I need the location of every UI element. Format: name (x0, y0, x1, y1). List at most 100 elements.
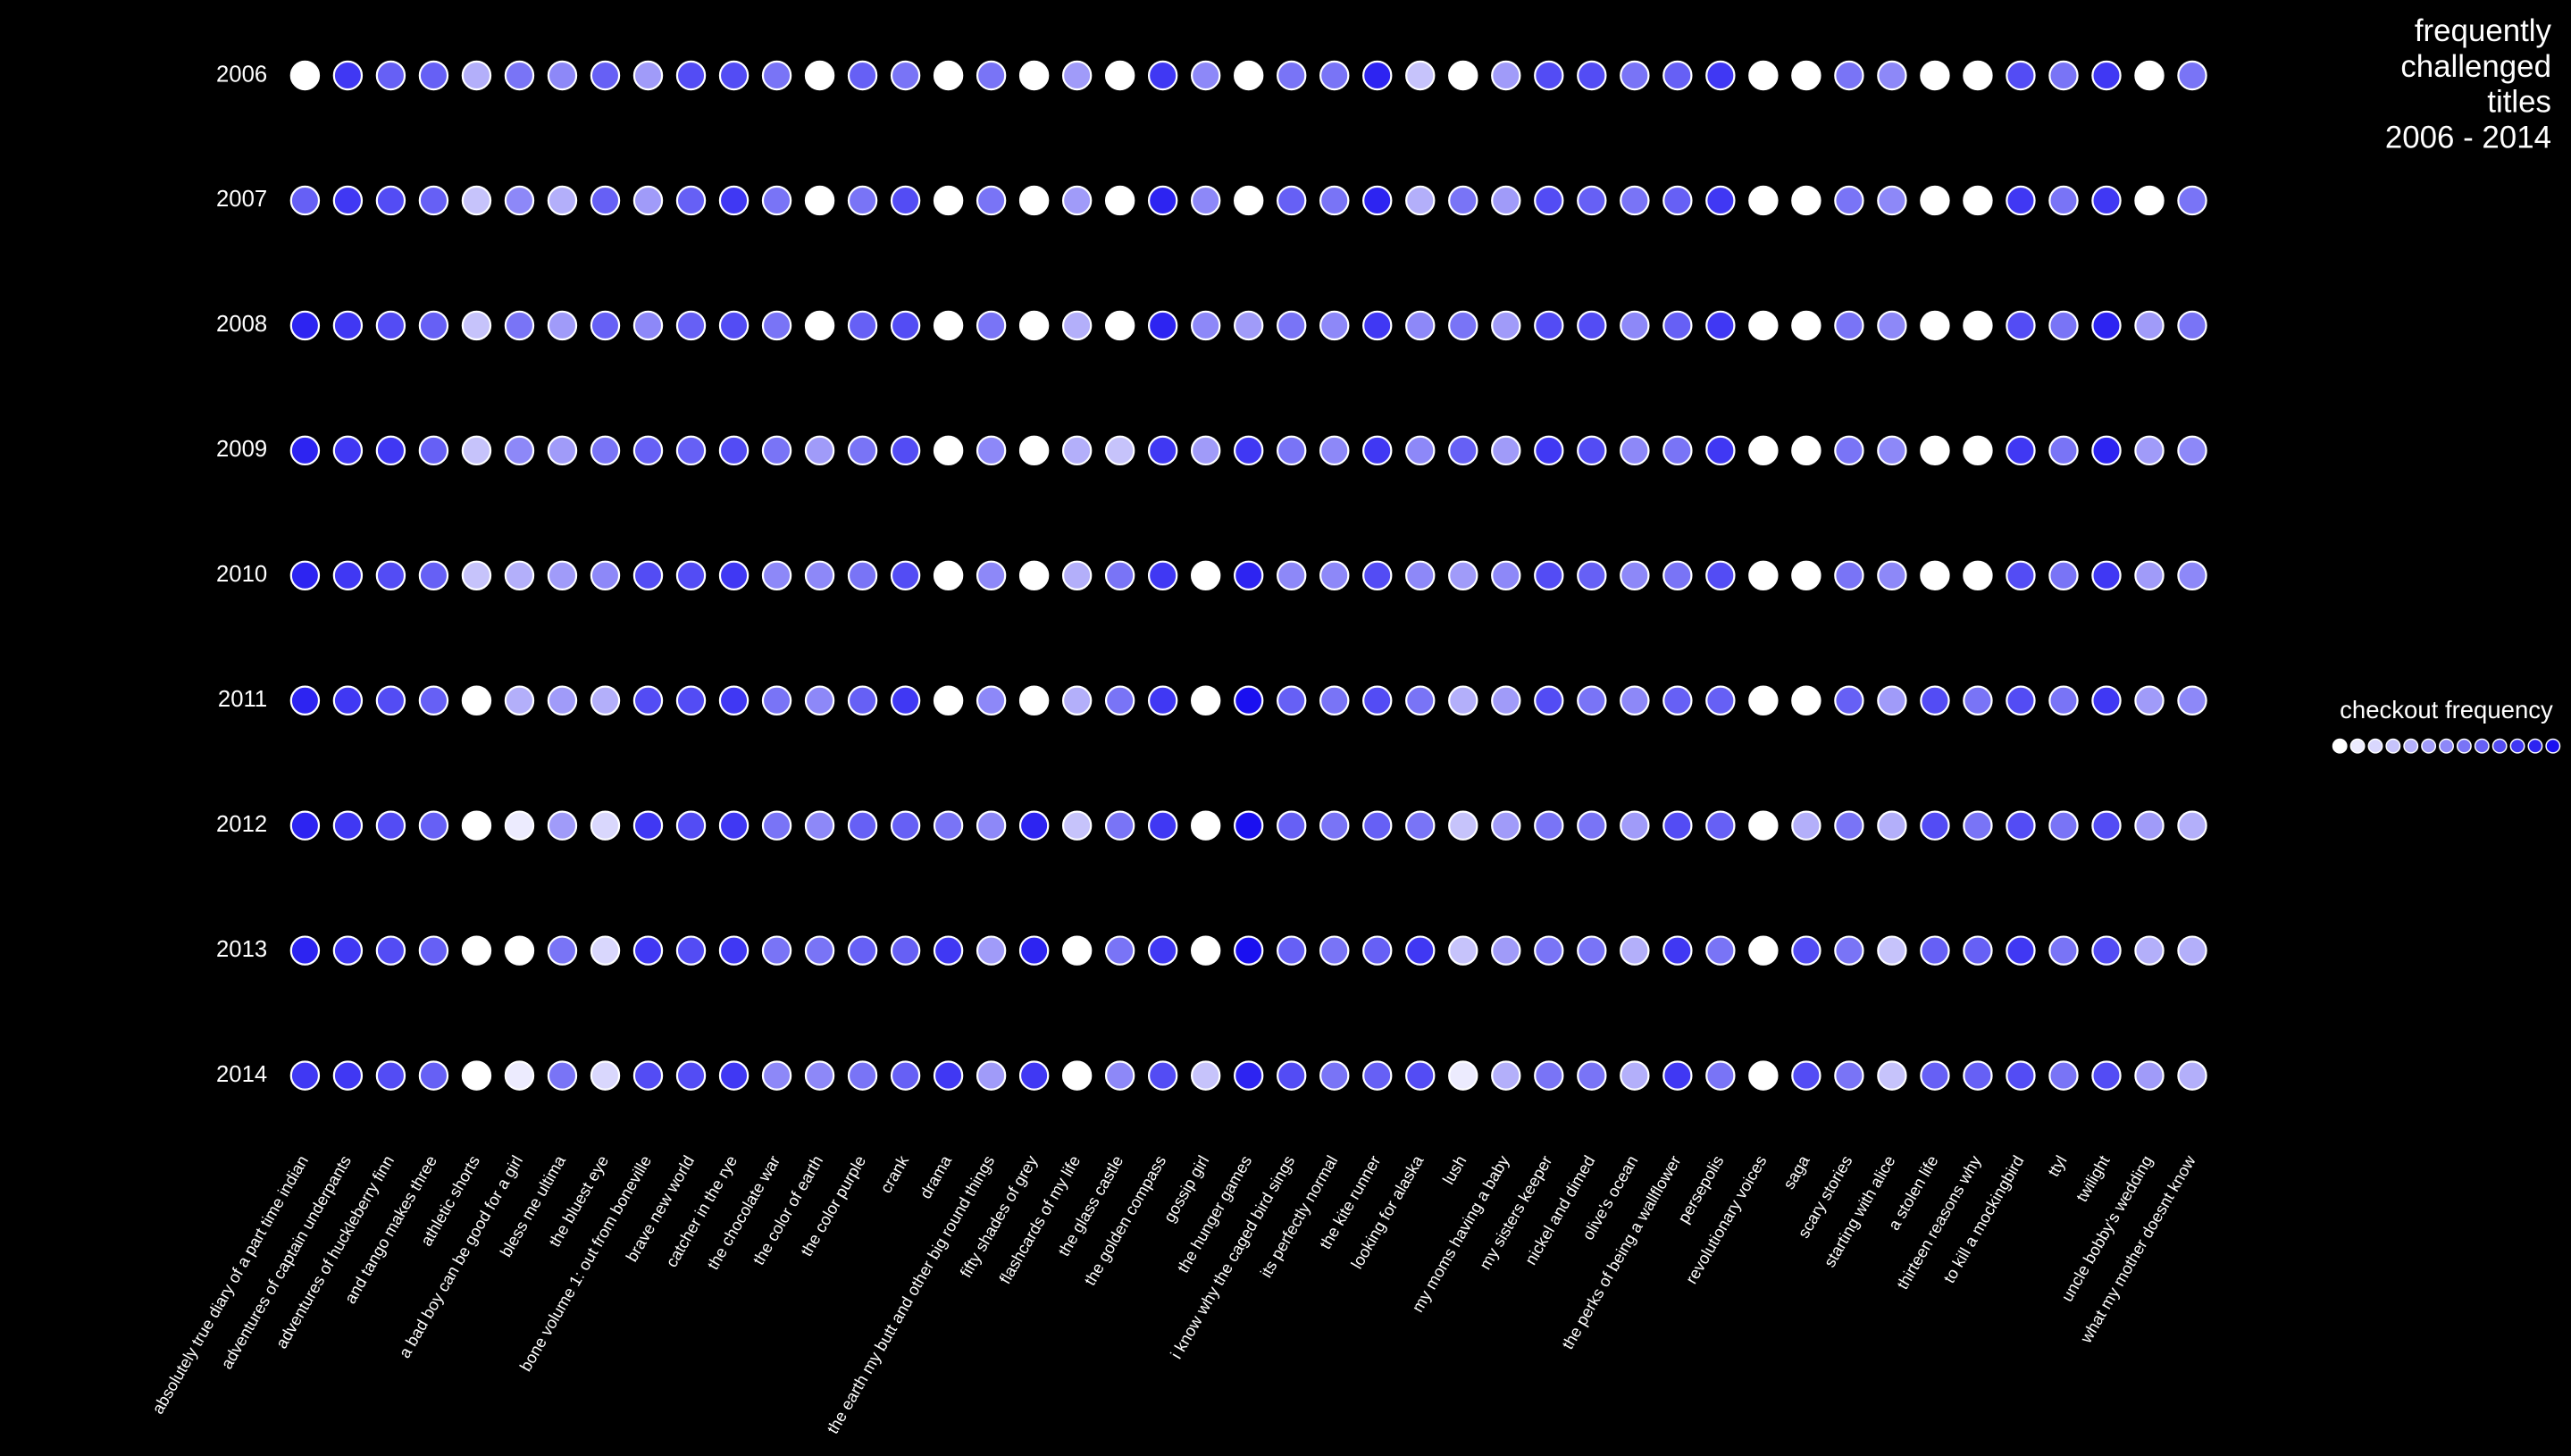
dot (890, 685, 921, 715)
dot (1705, 685, 1736, 715)
dot (1662, 560, 1693, 591)
dot (890, 810, 921, 841)
dot (1705, 810, 1736, 841)
dot (418, 810, 449, 841)
dot (1319, 560, 1350, 591)
dot (1448, 560, 1478, 591)
dot (1190, 310, 1221, 341)
dot (1018, 1060, 1050, 1091)
dot (976, 1060, 1007, 1091)
dot (1061, 685, 1093, 715)
dot (847, 1060, 878, 1091)
dot (1061, 810, 1093, 841)
dot (1491, 1060, 1521, 1091)
dot (332, 310, 364, 341)
dot (418, 935, 449, 966)
dot (2177, 1060, 2207, 1091)
dot (804, 435, 835, 466)
row-label: 2011 (218, 687, 267, 712)
legend-swatch (2367, 738, 2383, 754)
dot (1748, 560, 1779, 591)
dot (718, 1060, 750, 1091)
dot (1577, 560, 1607, 591)
dot (1534, 810, 1564, 841)
dot (933, 935, 964, 966)
dot (976, 810, 1007, 841)
dot (632, 310, 664, 341)
dot (590, 560, 621, 591)
dot (1620, 560, 1650, 591)
dot (1834, 60, 1864, 91)
dot (547, 60, 578, 91)
dot (1018, 560, 1050, 591)
dot (547, 685, 578, 715)
dot (332, 1060, 364, 1091)
dot (2091, 560, 2122, 591)
dot (632, 810, 664, 841)
dot (1620, 810, 1650, 841)
dot (632, 685, 664, 715)
dot (804, 60, 835, 91)
dot (2006, 60, 2036, 91)
dot (1748, 185, 1779, 216)
dot (418, 60, 449, 91)
row-label: 2008 (216, 312, 267, 337)
dot (1534, 310, 1564, 341)
dot (1748, 935, 1779, 966)
dot (718, 185, 750, 216)
dot (2048, 810, 2079, 841)
dot (1405, 435, 1436, 466)
dot (2091, 60, 2122, 91)
legend-swatch (2439, 738, 2454, 754)
dot (804, 685, 835, 715)
dot (804, 185, 835, 216)
dot (2006, 685, 2036, 715)
dot (847, 60, 878, 91)
row-label: 2012 (216, 812, 267, 837)
dot (461, 560, 492, 591)
dot (332, 185, 364, 216)
dot (1147, 1060, 1178, 1091)
dot (2006, 1060, 2036, 1091)
dot (289, 310, 321, 341)
dot (1791, 560, 1821, 591)
dot (1277, 935, 1307, 966)
dot (1491, 60, 1521, 91)
dot (1448, 435, 1478, 466)
dot (1018, 185, 1050, 216)
dot (1620, 310, 1650, 341)
dot (504, 185, 535, 216)
dot (1577, 685, 1607, 715)
dot (1147, 435, 1178, 466)
dot (2006, 935, 2036, 966)
dot (1362, 1060, 1393, 1091)
dot (1405, 560, 1436, 591)
dot (461, 810, 492, 841)
dot (332, 935, 364, 966)
dot (289, 1060, 321, 1091)
dot (1534, 1060, 1564, 1091)
dot (1319, 935, 1350, 966)
dot (375, 935, 406, 966)
dot (1277, 685, 1307, 715)
dot (976, 435, 1007, 466)
dot (1963, 1060, 1993, 1091)
dot (1018, 435, 1050, 466)
dot (1620, 1060, 1650, 1091)
dot (847, 560, 878, 591)
dot (1190, 685, 1221, 715)
dot (1491, 935, 1521, 966)
dot (1963, 810, 1993, 841)
dot (718, 685, 750, 715)
dot (375, 560, 406, 591)
dot (1233, 935, 1264, 966)
dot (2177, 60, 2207, 91)
dot (675, 1060, 707, 1091)
dot (804, 560, 835, 591)
dot (590, 435, 621, 466)
dot (675, 185, 707, 216)
dot (2048, 435, 2079, 466)
dot (504, 435, 535, 466)
dot (2006, 310, 2036, 341)
